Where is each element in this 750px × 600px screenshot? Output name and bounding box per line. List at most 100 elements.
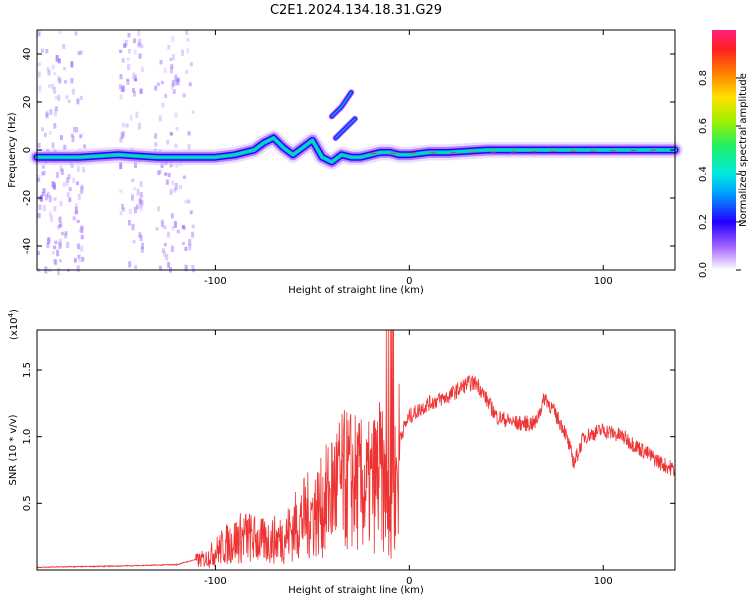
heatmap-noise-cell	[66, 192, 70, 198]
heatmap-noise-cell	[74, 206, 78, 214]
heatmap-noise-cell	[169, 132, 173, 136]
heatmap-noise-cell	[65, 95, 69, 99]
heatmap-noise-cell	[158, 169, 162, 175]
heatmap-noise-cell	[131, 178, 135, 182]
heatmap-noise-cell	[77, 51, 81, 56]
heatmap-noise-cell	[70, 162, 74, 169]
heatmap-noise-cell	[185, 70, 188, 74]
heatmap-ytick-label: 40	[22, 48, 33, 61]
heatmap-noise-cell	[54, 110, 58, 117]
heatmap-noise-cell	[58, 216, 62, 223]
heatmap-noise-cell	[37, 212, 41, 219]
heatmap-noise-cell	[41, 171, 45, 176]
heatmap-noise-cell	[156, 82, 160, 87]
heatmap-noise-cell	[139, 181, 143, 188]
heatmap-noise-cell	[186, 48, 190, 54]
heatmap-noise-cell	[173, 221, 177, 228]
heatmap-noise-cell	[64, 231, 68, 236]
heatmap-noise-cell	[122, 207, 126, 212]
heatmap-noise-cell	[41, 165, 45, 169]
heatmap-noise-cell	[58, 30, 62, 34]
heatmap-noise-cell	[119, 94, 123, 100]
heatmap-noise-cell	[57, 75, 60, 82]
heatmap-noise-cell	[164, 172, 168, 176]
heatmap-noise-cell	[174, 143, 178, 148]
heatmap-noise-cell	[37, 175, 41, 182]
heatmap-noise-cell	[171, 35, 175, 43]
heatmap-ytick-label: 0	[22, 147, 33, 153]
heatmap-noise-cell	[63, 144, 67, 150]
heatmap-noise-cell	[77, 243, 80, 250]
heatmap-noise-cell	[174, 74, 178, 81]
heatmap-noise-cell	[154, 141, 158, 147]
heatmap-noise-cell	[182, 175, 186, 179]
heatmap-noise-cell	[138, 38, 142, 46]
heatmap-noise-cell	[50, 215, 53, 222]
heatmap-noise-cell	[125, 123, 129, 128]
heatmap-noise-cell	[126, 78, 130, 82]
heatmap-noise-cell	[62, 44, 66, 50]
snr-scale-exponent: 4	[7, 312, 15, 317]
heatmap-noise-cell	[158, 265, 162, 270]
heatmap-noise-cell	[57, 225, 60, 230]
heatmap-noise-cell	[163, 225, 167, 230]
heatmap-noise-cell	[45, 110, 49, 117]
heatmap-noise-cell	[174, 112, 178, 118]
heatmap-noise-cell	[79, 95, 83, 101]
heatmap-noise-cell	[170, 63, 174, 69]
snr-xlabel: Height of straight line (km)	[288, 585, 424, 596]
heatmap-xtick-label: 0	[406, 276, 412, 287]
heatmap-noise-cell	[51, 142, 55, 149]
heatmap-noise-cell	[128, 208, 132, 215]
heatmap-noise-cell	[46, 191, 50, 198]
heatmap-noise-cell	[163, 251, 166, 257]
heatmap-noise-cell	[128, 49, 131, 54]
heatmap-noise-cell	[49, 109, 53, 116]
heatmap-noise-cell	[119, 74, 123, 80]
heatmap-noise-cell	[68, 197, 72, 202]
heatmap-noise-cell	[160, 80, 164, 85]
heatmap-noise-cell	[154, 85, 158, 91]
heatmap-ytick-label: -20	[22, 190, 33, 206]
heatmap-noise-cell	[73, 258, 77, 263]
heatmap-noise-cell	[67, 99, 71, 103]
heatmap-noise-cell	[81, 256, 85, 262]
heatmap-noise-cell	[174, 183, 178, 190]
heatmap-noise-cell	[48, 211, 52, 217]
heatmap-noise-cell	[48, 195, 52, 203]
heatmap-noise-cell	[139, 88, 143, 95]
heatmap-noise-cell	[140, 199, 144, 206]
heatmap-noise-cell	[133, 49, 137, 55]
snr-xtick-label: 0	[406, 576, 412, 587]
heatmap-noise-cell	[189, 210, 193, 215]
heatmap-noise-cell	[154, 133, 158, 139]
heatmap-noise-cell	[80, 225, 84, 230]
heatmap-noise-cell	[139, 205, 143, 212]
heatmap-noise-cell	[80, 186, 84, 194]
heatmap-noise-cell	[134, 265, 137, 270]
heatmap-noise-cell	[161, 248, 165, 254]
svg-text:(x104): (x104)	[7, 309, 20, 340]
heatmap-noise-cell	[79, 134, 83, 139]
heatmap-noise-cell	[54, 240, 57, 244]
colorbar-tick-label: 0.8	[698, 70, 709, 86]
heatmap-xlabel: Height of straight line (km)	[288, 285, 424, 296]
heatmap-noise-cell	[160, 220, 164, 228]
heatmap-noise-cell	[139, 205, 143, 209]
heatmap-noise-cell	[166, 139, 170, 145]
heatmap-noise-cell	[38, 204, 42, 210]
heatmap-noise-cell	[191, 265, 195, 269]
heatmap-noise-cell	[121, 122, 125, 128]
heatmap-noise-cell	[66, 241, 70, 249]
heatmap-noise-cell	[137, 30, 141, 37]
heatmap-noise-cell	[155, 227, 159, 231]
heatmap-noise-cell	[172, 54, 175, 61]
heatmap-noise-cell	[51, 251, 55, 255]
heatmap-noise-cell	[175, 127, 179, 131]
heatmap-noise-cell	[134, 161, 137, 168]
heatmap-ytick-label: 20	[22, 96, 33, 109]
heatmap-noise-cell	[179, 185, 182, 190]
heatmap-noise-cell	[173, 187, 177, 193]
colorbar-tick-label: 0.6	[698, 118, 709, 134]
